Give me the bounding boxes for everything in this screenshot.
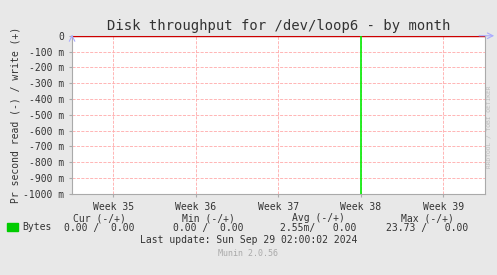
Text: Last update: Sun Sep 29 02:00:02 2024: Last update: Sun Sep 29 02:00:02 2024	[140, 235, 357, 245]
Title: Disk throughput for /dev/loop6 - by month: Disk throughput for /dev/loop6 - by mont…	[107, 19, 450, 33]
Text: 2.55m/   0.00: 2.55m/ 0.00	[280, 223, 356, 233]
Text: RRDTOOL / TOBI OETIKER: RRDTOOL / TOBI OETIKER	[486, 85, 491, 168]
Text: 0.00 /  0.00: 0.00 / 0.00	[173, 223, 244, 233]
Text: Munin 2.0.56: Munin 2.0.56	[219, 249, 278, 258]
Text: Max (-/+): Max (-/+)	[401, 213, 454, 223]
Text: Bytes: Bytes	[22, 222, 52, 232]
Text: Avg (-/+): Avg (-/+)	[292, 213, 344, 223]
Y-axis label: Pr second read (-) / write (+): Pr second read (-) / write (+)	[10, 27, 20, 203]
Text: Cur (-/+): Cur (-/+)	[73, 213, 126, 223]
Text: Min (-/+): Min (-/+)	[182, 213, 235, 223]
Text: 23.73 /   0.00: 23.73 / 0.00	[386, 223, 469, 233]
Text: 0.00 /  0.00: 0.00 / 0.00	[64, 223, 135, 233]
